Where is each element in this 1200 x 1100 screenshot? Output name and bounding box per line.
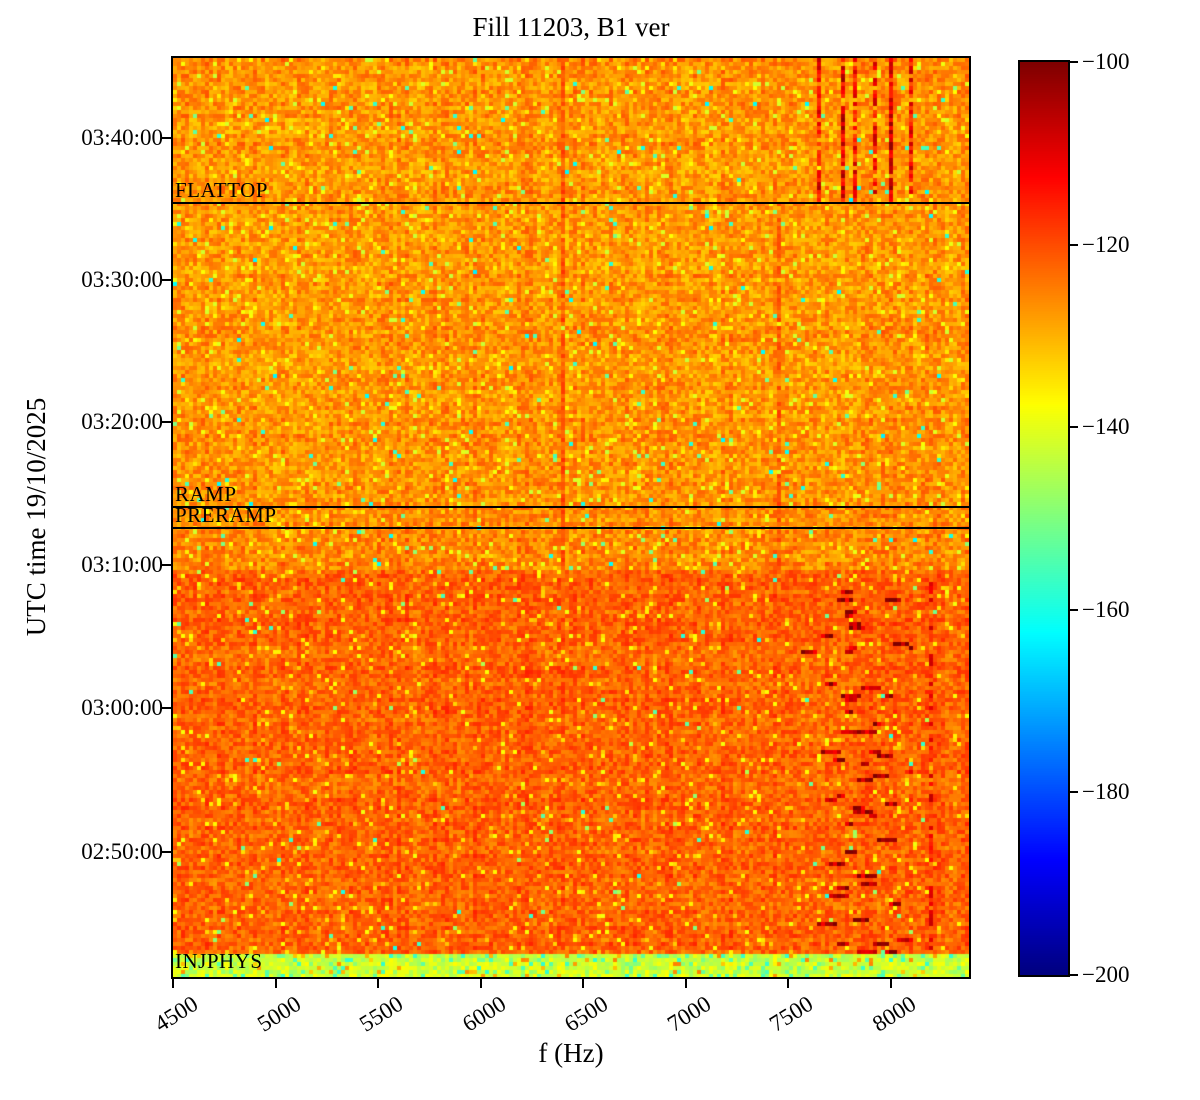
colorbar — [1018, 60, 1070, 977]
colorbar-canvas — [1020, 62, 1068, 975]
x-axis-tick — [787, 979, 790, 988]
beam-mode-label-flattop: FLATTOP — [175, 178, 268, 203]
colorbar-tick-label: −120 — [1082, 231, 1130, 257]
y-tick-label: 03:30:00 — [81, 267, 163, 293]
y-axis-tick — [161, 564, 171, 566]
colorbar-tick — [1070, 974, 1078, 976]
y-tick-label: 03:00:00 — [81, 695, 163, 720]
y-axis-tick — [161, 851, 171, 854]
colorbar-tick — [1070, 61, 1078, 63]
x-axis-tick — [479, 979, 482, 988]
colorbar-tick-label: −180 — [1082, 779, 1130, 805]
y-axis-tick — [161, 279, 171, 282]
x-axis-tick — [377, 979, 380, 988]
x-axis-tick — [582, 979, 585, 988]
colorbar-tick-label: −140 — [1082, 414, 1130, 440]
y-axis-tick — [161, 707, 171, 709]
y-tick-label: 03:10:00 — [81, 552, 163, 577]
x-axis-tick — [274, 979, 277, 988]
y-tick-label: 03:40:00 — [81, 125, 163, 151]
colorbar-tick-label: −200 — [1082, 962, 1130, 987]
beam-mode-label-preramp: PRERAMP — [175, 502, 277, 527]
chart-title: Fill 11203, B1 ver — [472, 12, 670, 42]
x-axis-label: f (Hz) — [538, 1038, 604, 1068]
colorbar-tick — [1070, 791, 1078, 794]
colorbar-tick-label: −160 — [1082, 596, 1130, 622]
y-tick-label: 03:20:00 — [81, 409, 163, 435]
x-axis-tick — [684, 979, 687, 988]
beam-mode-label-injphys: INJPHYS — [175, 949, 263, 973]
y-axis-tick — [161, 421, 171, 424]
colorbar-tick — [1070, 426, 1078, 429]
beam-mode-label-ramp: RAMP — [175, 482, 237, 507]
x-axis-tick — [172, 979, 174, 988]
colorbar-tick — [1070, 243, 1078, 246]
beam-mode-line-flattop — [173, 202, 969, 205]
beam-mode-line-preramp — [173, 526, 969, 529]
plot-area: FLATTOP RAMP PRERAMP INJPHYS — [171, 56, 971, 979]
y-axis-tick — [161, 137, 171, 140]
spectrogram-canvas — [173, 58, 969, 977]
colorbar-tick-label: −100 — [1082, 49, 1130, 74]
y-tick-label: 02:50:00 — [81, 839, 163, 865]
beam-mode-line-ramp — [173, 506, 969, 509]
x-axis-tick — [890, 979, 893, 988]
colorbar-tick — [1070, 608, 1078, 611]
